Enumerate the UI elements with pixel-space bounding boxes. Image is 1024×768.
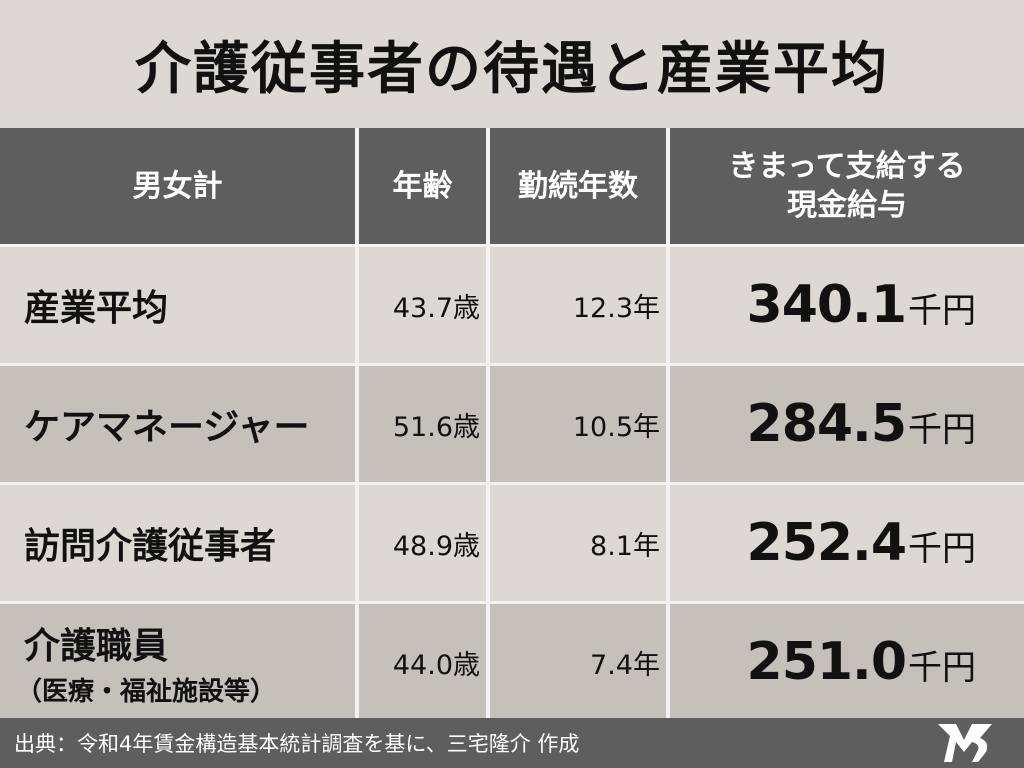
row-label-text: 産業平均 [24,288,169,329]
row-age: 43.7歳 [355,244,488,365]
row-tenure: 10.5年 [486,363,668,484]
header-wage: きまって支給する 現金給与 [666,128,1024,246]
source-footer: 出典：令和4年賃金構造基本統計調査を基に、三宅隆介 作成 [0,718,1024,768]
row-wage: 251.0千円 [666,601,1024,720]
page-title: 介護従事者の待遇と産業平均 [135,36,889,102]
row-wage: 284.5千円 [666,363,1024,484]
wage-value: 251.0 [746,632,907,692]
row-label-text: 訪問介護従事者 [24,526,277,567]
wage-unit: 千円 [908,529,976,569]
wage-value: 284.5 [746,394,907,454]
mr-monogram-icon [938,724,992,762]
row-age: 51.6歳 [355,363,488,484]
table-row: 産業平均 43.7歳 12.3年 340.1千円 [0,244,1024,365]
row-label-text: ケアマネージャー [24,407,310,448]
source-text: 出典：令和4年賃金構造基本統計調査を基に、三宅隆介 作成 [14,732,580,756]
wage-value: 252.4 [746,513,907,573]
header-wage-line1: きまって支給する [728,149,966,184]
table-row: 介護職員 （医療・福祉施設等） 44.0歳 7.4年 251.0千円 [0,601,1024,720]
row-label: ケアマネージャー [0,363,357,484]
table-row: 訪問介護従事者 48.9歳 8.1年 252.4千円 [0,482,1024,603]
row-label: 介護職員 （医療・福祉施設等） [0,601,357,720]
wage-unit: 千円 [908,648,976,688]
row-label-sub: （医療・福祉施設等） [16,676,277,707]
header-tenure: 勤続年数 [486,128,668,246]
row-age: 44.0歳 [355,601,488,720]
comparison-table: 男女計 年齢 勤続年数 きまって支給する 現金給与 産業平均 43.7歳 12.… [0,128,1024,720]
table-header-row: 男女計 年齢 勤続年数 きまって支給する 現金給与 [0,128,1024,246]
row-tenure: 8.1年 [486,482,668,603]
header-wage-line2: 現金給与 [787,188,907,223]
wage-unit: 千円 [908,291,976,331]
wage-value: 340.1 [746,275,907,335]
row-label: 訪問介護従事者 [0,482,357,603]
header-category: 男女計 [0,128,357,246]
row-tenure: 12.3年 [486,244,668,365]
wage-unit: 千円 [908,410,976,450]
header-age: 年齢 [355,128,488,246]
row-tenure: 7.4年 [486,601,668,720]
table-row: ケアマネージャー 51.6歳 10.5年 284.5千円 [0,363,1024,484]
row-label: 産業平均 [0,244,357,365]
row-wage: 252.4千円 [666,482,1024,603]
row-age: 48.9歳 [355,482,488,603]
row-wage: 340.1千円 [666,244,1024,365]
row-label-text: 介護職員 [24,625,169,667]
